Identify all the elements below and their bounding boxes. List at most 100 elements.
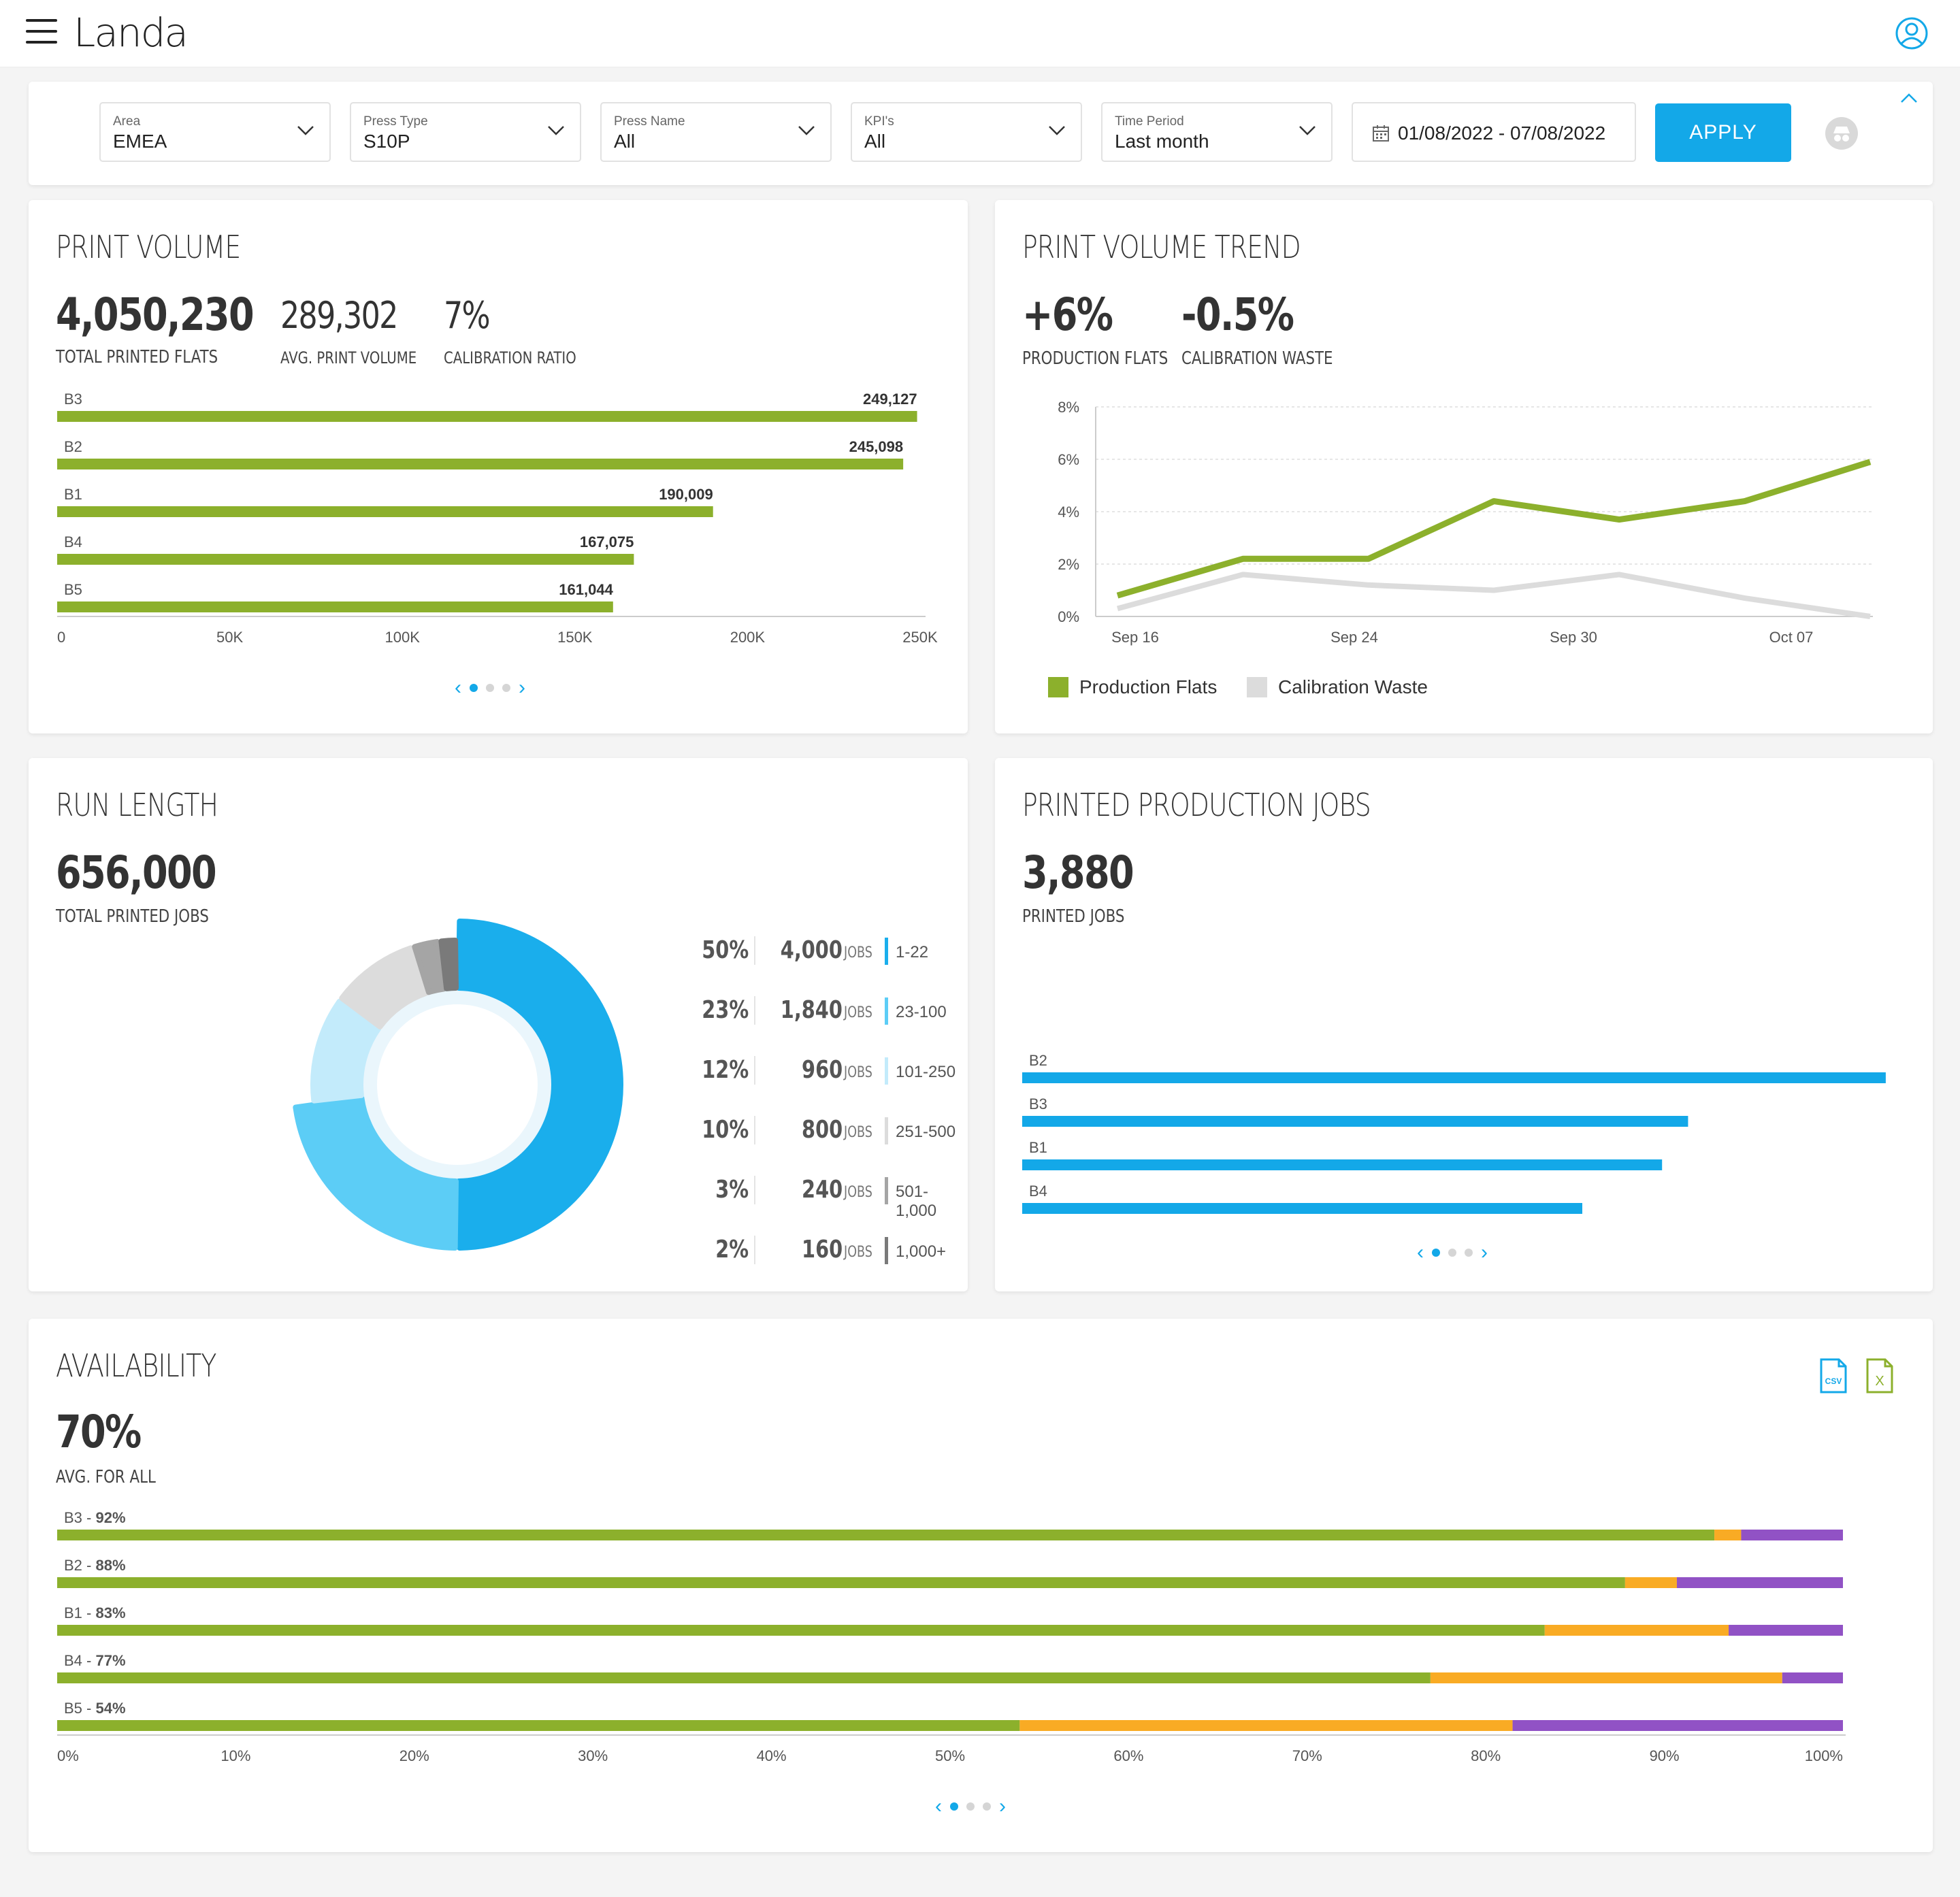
- pager-dot[interactable]: [502, 684, 510, 692]
- bar-value-label: 161,044: [559, 581, 613, 598]
- x-tick-label: 250K: [902, 629, 938, 646]
- chevron-left-icon[interactable]: ‹: [935, 1795, 942, 1817]
- run-length-legend-row: 50% 4,000 JOBS 1-22: [682, 931, 968, 972]
- donut-slice: [293, 1095, 459, 1251]
- x-tick-label: 200K: [730, 629, 766, 646]
- bar-value-label: 245,098: [849, 438, 904, 455]
- chevron-down-icon: [798, 126, 815, 135]
- time-period-select[interactable]: Time Period Last month: [1101, 102, 1333, 162]
- segment-count: 1,840: [780, 996, 843, 1024]
- bar-category-label: B1 - 83%: [64, 1604, 126, 1621]
- csv-file-icon[interactable]: CSV: [1818, 1358, 1848, 1393]
- run-length-legend-row: 23% 1,840 JOBS 23-100: [682, 991, 968, 1032]
- run-length-legend-row: 2% 160 JOBS 1,000+: [682, 1230, 968, 1271]
- run-length-legend-row: 12% 960 JOBS 101-250: [682, 1051, 968, 1091]
- pager-dot[interactable]: [950, 1802, 958, 1811]
- divider: [754, 996, 755, 1025]
- calibration-ratio: 7%: [444, 294, 491, 337]
- bar-category-label: B5: [64, 581, 82, 598]
- kpis-select[interactable]: KPI's All: [851, 102, 1082, 162]
- x-tick-label: Oct 07: [1769, 629, 1814, 646]
- pager-dot[interactable]: [486, 684, 494, 692]
- segment-count: 240: [801, 1176, 843, 1204]
- press-type-label: Press Type: [363, 114, 428, 129]
- divider: [754, 1176, 755, 1204]
- divider: [754, 936, 755, 965]
- excel-file-icon[interactable]: X: [1865, 1358, 1895, 1393]
- bar-category-label: B2: [1029, 1052, 1047, 1069]
- availability-avg-label: AVG. FOR ALL: [56, 1467, 156, 1487]
- series-line: [1116, 572, 1871, 619]
- x-tick-label: 10%: [220, 1747, 250, 1764]
- date-range-picker[interactable]: 01/08/2022 - 07/08/2022: [1352, 102, 1636, 162]
- x-tick-label: 90%: [1650, 1747, 1680, 1764]
- stacked-bar-segment: [57, 1530, 1715, 1540]
- stacked-bar-segment: [1729, 1625, 1843, 1636]
- bar-category-name: B3 -: [64, 1509, 95, 1526]
- printed-production-jobs-card: PRINTED PRODUCTION JOBS 3,880 PRINTED JO…: [995, 758, 1933, 1291]
- bar: [57, 554, 634, 565]
- x-tick-label: 80%: [1471, 1747, 1501, 1764]
- area-label: Area: [113, 114, 141, 129]
- segment-color-bar: [885, 997, 888, 1025]
- top-bar: Landa: [0, 0, 1960, 67]
- chevron-right-icon[interactable]: ›: [519, 676, 525, 699]
- bar-percent-label: 92%: [95, 1509, 125, 1526]
- segment-range: 1,000+: [896, 1242, 947, 1261]
- incognito-icon[interactable]: [1825, 117, 1858, 150]
- run-length-donut-chart: [293, 919, 624, 1251]
- chevron-right-icon[interactable]: ›: [1481, 1241, 1488, 1264]
- bar: [57, 601, 613, 612]
- apply-button[interactable]: APPLY: [1655, 103, 1791, 162]
- bar-percent-label: 54%: [95, 1700, 125, 1717]
- press-name-label: Press Name: [614, 114, 685, 129]
- user-icon[interactable]: [1895, 16, 1929, 50]
- pager-dot[interactable]: [1432, 1249, 1440, 1257]
- area-select[interactable]: Area EMEA: [99, 102, 331, 162]
- pager-dot[interactable]: [1465, 1249, 1473, 1257]
- pager-dot[interactable]: [1448, 1249, 1456, 1257]
- bar-value-label: 167,075: [580, 533, 634, 550]
- segment-percent: 3%: [715, 1176, 749, 1204]
- segment-range: 251-500: [896, 1123, 956, 1141]
- press-name-select[interactable]: Press Name All: [600, 102, 832, 162]
- donut-hole: [377, 1004, 538, 1165]
- jobs-word: JOBS: [844, 1064, 872, 1081]
- chevron-up-icon[interactable]: [1899, 88, 1919, 109]
- stacked-bar-segment: [57, 1720, 1020, 1731]
- x-tick-label: 20%: [399, 1747, 429, 1764]
- chevron-left-icon[interactable]: ‹: [455, 676, 461, 699]
- x-tick-label: 100K: [385, 629, 421, 646]
- print-volume-bar-chart: B3 249,127 B2 245,098 B1 190,009 B4 167,075 B5 16…: [57, 391, 938, 646]
- calibration-waste-label: CALIBRATION WASTE: [1181, 348, 1333, 369]
- bar-category-label: B4: [1029, 1183, 1047, 1200]
- total-printed-flats: 4,050,230: [56, 288, 255, 341]
- pager-dot[interactable]: [983, 1802, 991, 1811]
- x-tick-label: 40%: [757, 1747, 787, 1764]
- legend-calibration-waste: Calibration Waste: [1247, 676, 1428, 698]
- stacked-bar-segment: [57, 1577, 1625, 1588]
- press-type-value: S10P: [363, 131, 410, 152]
- card-title: PRINTED PRODUCTION JOBS: [1022, 787, 1371, 823]
- stacked-bar-segment: [1624, 1577, 1677, 1588]
- filter-bar: Area EMEA Press Type S10P Press Name All…: [29, 82, 1933, 185]
- press-type-select[interactable]: Press Type S10P: [350, 102, 581, 162]
- donut-slice: [339, 945, 429, 1029]
- segment-percent: 23%: [702, 996, 749, 1024]
- svg-text:X: X: [1875, 1374, 1884, 1389]
- bar: [57, 506, 713, 517]
- x-tick-label: 70%: [1292, 1747, 1322, 1764]
- x-tick-label: 60%: [1113, 1747, 1143, 1764]
- pager-dot[interactable]: [966, 1802, 975, 1811]
- stacked-bar-segment: [1741, 1530, 1843, 1540]
- divider: [754, 1116, 755, 1144]
- bar: [1022, 1072, 1886, 1083]
- chevron-right-icon[interactable]: ›: [999, 1795, 1006, 1817]
- jobs-word: JOBS: [844, 1124, 872, 1141]
- chevron-left-icon[interactable]: ‹: [1417, 1241, 1424, 1264]
- menu-icon[interactable]: [26, 19, 57, 46]
- pager-dot[interactable]: [470, 684, 478, 692]
- avg-print-volume: 289,302: [280, 294, 398, 337]
- segment-color-bar: [885, 1177, 888, 1204]
- stacked-bar-segment: [1430, 1672, 1782, 1683]
